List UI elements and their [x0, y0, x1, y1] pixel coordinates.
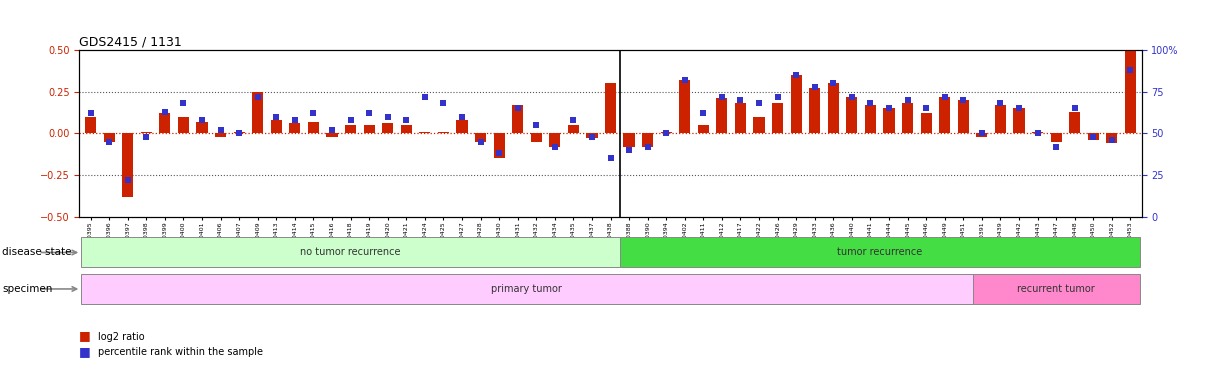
Bar	[884, 108, 895, 134]
Bar	[364, 125, 375, 134]
Bar	[82, 274, 973, 304]
Bar	[620, 237, 1139, 268]
Text: percentile rank within the sample: percentile rank within the sample	[98, 347, 263, 357]
Bar	[864, 105, 877, 134]
Bar	[661, 132, 672, 134]
Bar	[604, 83, 617, 134]
Bar	[457, 120, 468, 134]
Bar	[939, 97, 950, 134]
Bar	[475, 134, 486, 142]
Bar	[326, 134, 337, 137]
Bar	[252, 92, 264, 134]
Bar	[679, 80, 690, 134]
Bar	[1088, 134, 1099, 140]
Bar	[846, 97, 857, 134]
Bar	[531, 134, 542, 142]
Bar	[810, 88, 821, 134]
Bar	[1125, 50, 1136, 134]
Bar	[828, 83, 839, 134]
Bar	[549, 134, 560, 147]
Text: primary tumor: primary tumor	[492, 284, 563, 294]
Bar	[642, 134, 653, 147]
Text: ■: ■	[79, 345, 92, 358]
Bar	[382, 123, 393, 134]
Bar	[568, 125, 579, 134]
Bar	[697, 125, 709, 134]
Bar	[791, 75, 802, 134]
Bar	[717, 98, 728, 134]
Bar	[902, 103, 913, 134]
Bar	[624, 134, 635, 147]
Bar	[419, 132, 430, 134]
Bar	[995, 105, 1006, 134]
Bar	[735, 103, 746, 134]
Text: recurrent tumor: recurrent tumor	[1017, 284, 1095, 294]
Bar	[1106, 134, 1117, 144]
Bar	[197, 122, 208, 134]
Bar	[438, 132, 449, 134]
Text: GDS2415 / 1131: GDS2415 / 1131	[79, 36, 182, 49]
Bar	[400, 125, 411, 134]
Bar	[957, 100, 969, 134]
Bar	[977, 134, 988, 137]
Bar	[753, 117, 764, 134]
Bar	[104, 134, 115, 142]
Bar	[1050, 134, 1062, 142]
Bar	[271, 120, 282, 134]
Bar	[159, 113, 171, 134]
Text: log2 ratio: log2 ratio	[98, 332, 144, 342]
Bar	[921, 113, 932, 134]
Bar	[178, 117, 189, 134]
Bar	[140, 132, 151, 134]
Text: specimen: specimen	[2, 284, 53, 294]
Bar	[289, 123, 300, 134]
Text: no tumor recurrence: no tumor recurrence	[300, 247, 400, 258]
Bar	[772, 103, 783, 134]
Text: tumor recurrence: tumor recurrence	[838, 247, 922, 258]
Bar	[1070, 112, 1081, 134]
Bar	[122, 134, 133, 197]
Bar	[512, 105, 524, 134]
Bar	[586, 134, 597, 139]
Bar	[973, 274, 1139, 304]
Bar	[233, 132, 244, 134]
Bar	[85, 117, 96, 134]
Bar	[308, 122, 319, 134]
Bar	[1032, 132, 1043, 134]
Bar	[82, 237, 620, 268]
Text: ■: ■	[79, 329, 92, 343]
Bar	[493, 134, 504, 159]
Text: disease state: disease state	[2, 247, 72, 258]
Bar	[346, 125, 357, 134]
Bar	[1013, 108, 1024, 134]
Bar	[215, 134, 226, 137]
